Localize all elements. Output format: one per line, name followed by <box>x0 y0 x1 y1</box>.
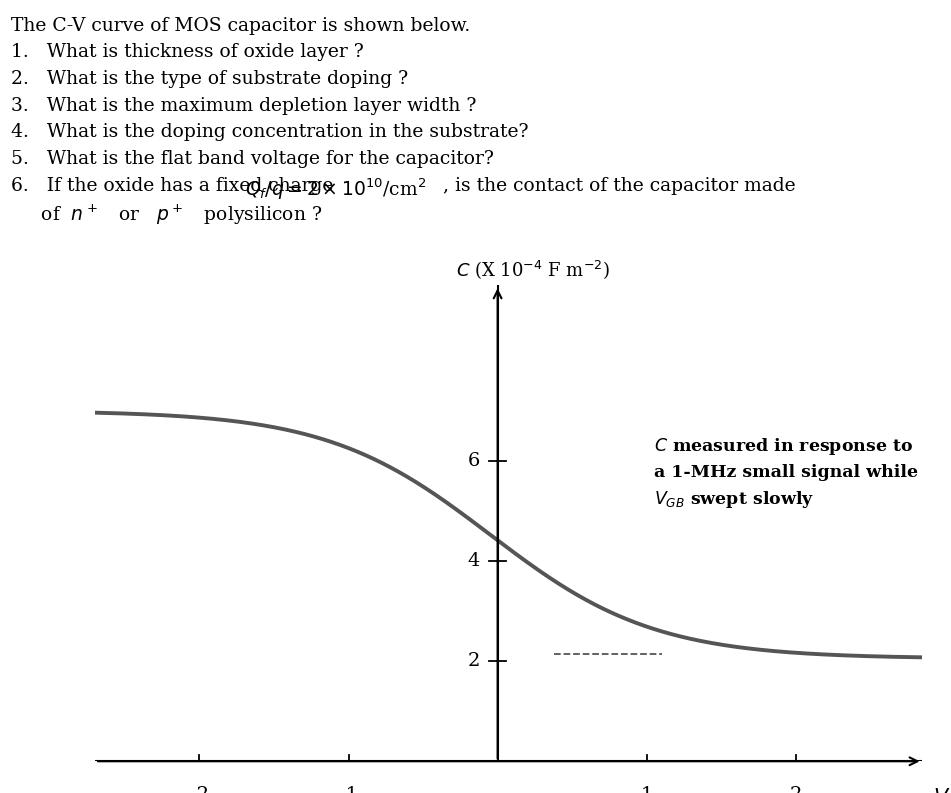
Text: $\mathit{C}$ (X 10$^{-4}$ F m$^{-2}$): $\mathit{C}$ (X 10$^{-4}$ F m$^{-2}$) <box>456 258 610 281</box>
Text: $V_{GB}$: $V_{GB}$ <box>933 787 951 793</box>
Text: 4.   What is the doping concentration in the substrate?: 4. What is the doping concentration in t… <box>11 123 529 141</box>
Text: $\mathit{C}$ measured in response to
a 1-MHz small signal while
$V_{GB}$ swept s: $\mathit{C}$ measured in response to a 1… <box>654 435 919 510</box>
Text: -2: -2 <box>190 787 209 793</box>
Text: of  $n^+$   or   $p^+$   polysilicon ?: of $n^+$ or $p^+$ polysilicon ? <box>11 203 322 228</box>
Text: 5.   What is the flat band voltage for the capacitor?: 5. What is the flat band voltage for the… <box>11 150 495 168</box>
Text: 2: 2 <box>789 787 802 793</box>
Text: $Q_f/q=2\times10^{10}$/cm$^2$: $Q_f/q=2\times10^{10}$/cm$^2$ <box>245 177 426 202</box>
Text: 1: 1 <box>640 787 653 793</box>
Text: The C-V curve of MOS capacitor is shown below.: The C-V curve of MOS capacitor is shown … <box>11 17 471 35</box>
Text: -1: -1 <box>339 787 358 793</box>
Text: 2.   What is the type of substrate doping ?: 2. What is the type of substrate doping … <box>11 70 409 88</box>
Text: , is the contact of the capacitor made: , is the contact of the capacitor made <box>431 177 795 194</box>
Text: 6: 6 <box>467 452 479 469</box>
Text: 2: 2 <box>467 652 479 670</box>
Text: 3.   What is the maximum depletion layer width ?: 3. What is the maximum depletion layer w… <box>11 97 476 114</box>
Text: 1.   What is thickness of oxide layer ?: 1. What is thickness of oxide layer ? <box>11 44 364 61</box>
Text: 4: 4 <box>467 552 479 570</box>
Text: 6.   If the oxide has a fixed charge: 6. If the oxide has a fixed charge <box>11 177 352 194</box>
